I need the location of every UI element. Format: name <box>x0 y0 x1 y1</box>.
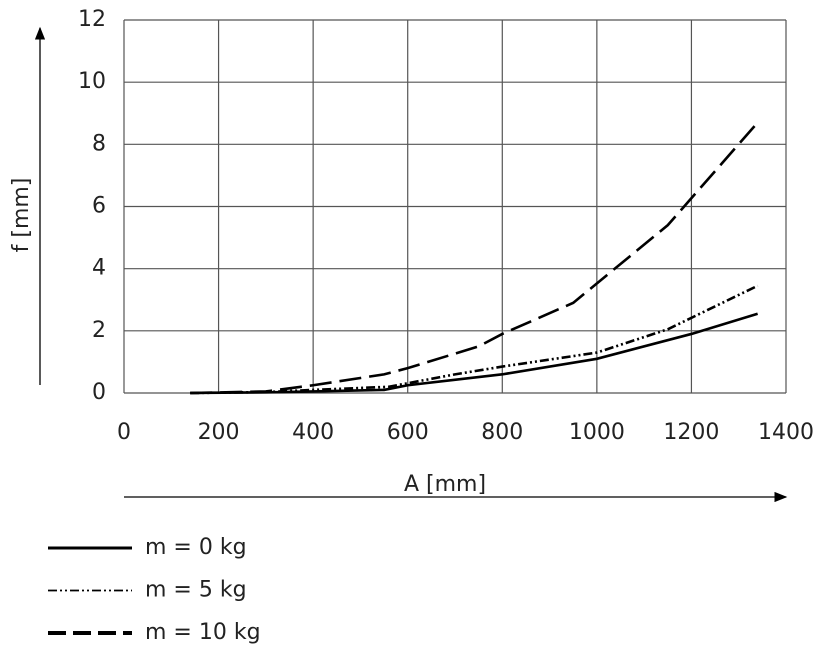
x-tick-label: 400 <box>292 420 334 445</box>
x-axis-label: A [mm] <box>404 472 486 497</box>
y-tick-label: 2 <box>92 318 106 343</box>
x-tick-label: 0 <box>117 420 131 445</box>
data-line <box>190 284 759 395</box>
data-line <box>190 121 759 395</box>
y-axis-label: f [mm] <box>9 178 34 253</box>
x-tick-label: 600 <box>387 420 429 445</box>
y-tick-label: 10 <box>78 69 106 94</box>
y-tick-label: 8 <box>92 131 106 156</box>
y-tick-label: 4 <box>92 256 106 281</box>
x-tick-label: 1200 <box>663 420 719 445</box>
y-tick-label: 6 <box>92 194 106 219</box>
x-tick-label: 1000 <box>569 420 625 445</box>
x-tick-label: 800 <box>481 420 523 445</box>
x-tick-label: 1400 <box>758 420 814 445</box>
legend-label: m = 0 kg <box>145 535 247 560</box>
legend-label: m = 5 kg <box>145 578 247 603</box>
y-tick-label: 0 <box>92 380 106 405</box>
y-tick-label: 12 <box>78 7 106 32</box>
legend-label: m = 10 kg <box>145 620 261 645</box>
x-tick-label: 200 <box>198 420 240 445</box>
